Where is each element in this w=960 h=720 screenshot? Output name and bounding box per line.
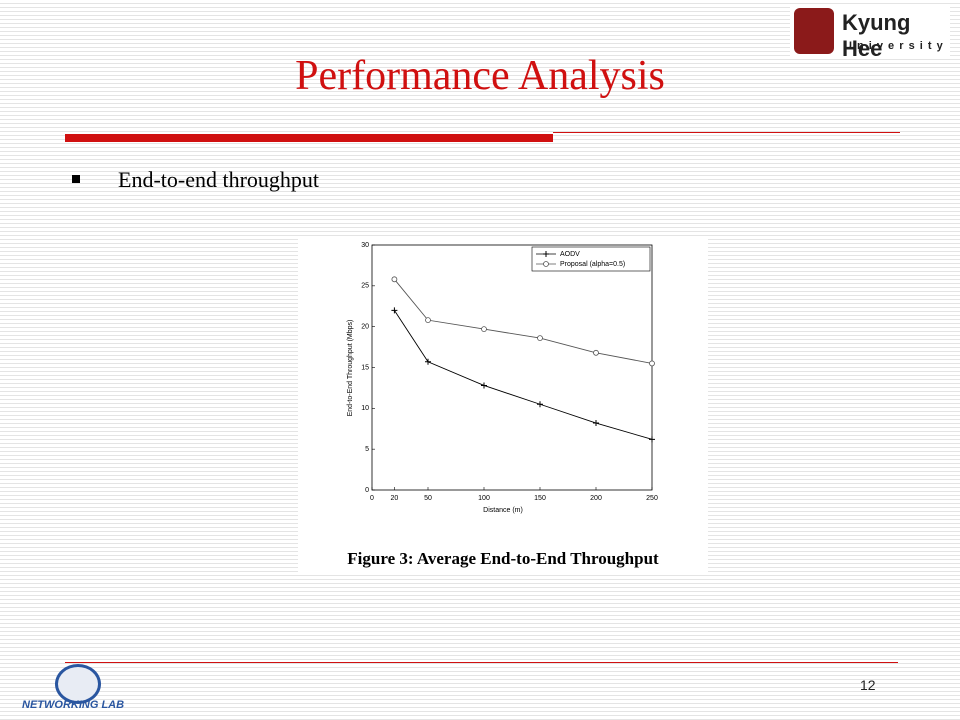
x-tick-label: 150: [534, 495, 546, 502]
university-logo: Kyung Hee U n i v e r s i t y: [790, 4, 950, 61]
y-tick-label: 20: [361, 324, 369, 331]
data-point: [649, 436, 655, 443]
logo-sub: U n i v e r s i t y: [844, 40, 944, 52]
figure-bg: [298, 238, 708, 572]
data-point: [481, 326, 487, 333]
title-bar: [65, 134, 553, 142]
title-rule: [553, 132, 900, 133]
y-tick-label: 10: [361, 405, 369, 412]
x-tick-label: 0: [370, 495, 374, 502]
series-line: [394, 310, 653, 440]
x-axis-label: Distance (m): [483, 507, 523, 514]
caption: Figure 3: Average End-to-End Throughput: [347, 549, 659, 568]
lab-emblem: [55, 664, 101, 704]
slide-title: Performance Analysis: [295, 53, 665, 99]
series-line: [394, 279, 653, 364]
data-point: [649, 360, 655, 367]
y-axis-label: End-to-End Throughput (Mbps): [347, 320, 354, 417]
data-point: [481, 382, 487, 389]
y-tick-label: 5: [365, 446, 369, 453]
y-tick-label: 30: [361, 242, 369, 249]
data-point: [425, 317, 431, 324]
x-tick-label: 200: [590, 495, 602, 502]
legend-box: [531, 246, 651, 272]
logo-name: Kyung Hee: [842, 10, 911, 61]
legend-marker: [543, 251, 549, 257]
data-point: [593, 349, 599, 356]
lab-logo: NETWORKING LAB: [22, 699, 125, 711]
data-point: [537, 335, 543, 341]
data-point: [593, 420, 599, 427]
legend-label: AODV: [560, 251, 580, 258]
bullet-marker: [72, 175, 80, 183]
y-tick-label: 0: [365, 487, 369, 494]
y-tick-label: 15: [361, 364, 369, 371]
x-tick-label: 20: [391, 495, 399, 502]
footer-rule: [65, 662, 898, 663]
bullet-text: End-to-end throughput: [118, 167, 320, 192]
data-point: [391, 307, 398, 314]
legend-marker: [543, 261, 549, 267]
data-point: [425, 358, 431, 365]
data-point: [537, 401, 543, 408]
data-point: [391, 276, 398, 283]
logo-emblem: [794, 8, 834, 54]
legend-label: Proposal (alpha=0.5): [560, 261, 625, 268]
x-tick-label: 100: [478, 495, 490, 502]
x-tick-label: 50: [424, 495, 432, 502]
figure: Figure 3: Average End-to-End Throughput …: [298, 238, 708, 572]
x-tick-label: 250: [646, 495, 658, 502]
page-number: 12: [860, 677, 876, 693]
y-tick-label: 25: [361, 283, 369, 290]
